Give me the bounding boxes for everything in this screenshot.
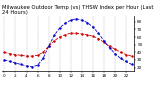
Text: Milwaukee Outdoor Temp (vs) THSW Index per Hour (Last 24 Hours): Milwaukee Outdoor Temp (vs) THSW Index p… <box>2 5 153 15</box>
